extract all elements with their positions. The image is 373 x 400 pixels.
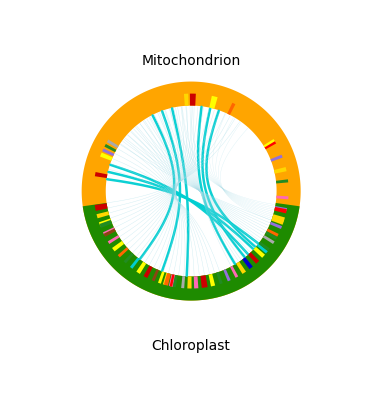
Polygon shape xyxy=(104,228,116,237)
Polygon shape xyxy=(95,203,107,211)
Polygon shape xyxy=(264,141,276,149)
Polygon shape xyxy=(164,273,171,286)
Polygon shape xyxy=(102,148,115,156)
Polygon shape xyxy=(265,231,277,240)
Polygon shape xyxy=(100,220,112,228)
Polygon shape xyxy=(104,144,116,152)
Polygon shape xyxy=(236,262,246,274)
Polygon shape xyxy=(95,172,107,178)
Polygon shape xyxy=(230,266,238,278)
Polygon shape xyxy=(194,276,198,288)
Polygon shape xyxy=(271,217,284,225)
Polygon shape xyxy=(270,222,282,229)
Polygon shape xyxy=(130,258,140,269)
Polygon shape xyxy=(276,179,288,184)
Polygon shape xyxy=(190,94,196,106)
Polygon shape xyxy=(184,94,189,106)
Polygon shape xyxy=(209,274,215,286)
Polygon shape xyxy=(253,247,265,258)
Polygon shape xyxy=(200,275,208,288)
Polygon shape xyxy=(173,275,178,287)
Polygon shape xyxy=(163,273,169,285)
Polygon shape xyxy=(107,140,119,148)
Polygon shape xyxy=(274,207,287,213)
Polygon shape xyxy=(274,167,286,174)
Polygon shape xyxy=(170,274,175,287)
Polygon shape xyxy=(263,235,275,244)
Polygon shape xyxy=(83,203,300,300)
Polygon shape xyxy=(123,252,134,263)
Polygon shape xyxy=(216,272,223,284)
Polygon shape xyxy=(103,227,115,235)
Polygon shape xyxy=(144,266,153,278)
Polygon shape xyxy=(276,196,288,199)
Polygon shape xyxy=(275,206,287,211)
Polygon shape xyxy=(100,152,113,161)
Polygon shape xyxy=(242,257,253,269)
Polygon shape xyxy=(223,269,231,281)
Polygon shape xyxy=(187,276,192,288)
Polygon shape xyxy=(112,241,124,251)
Polygon shape xyxy=(108,235,119,244)
Polygon shape xyxy=(181,276,185,288)
Polygon shape xyxy=(257,244,268,254)
Text: Mitochondrion: Mitochondrion xyxy=(141,54,241,68)
Polygon shape xyxy=(152,269,159,281)
Polygon shape xyxy=(82,82,301,300)
Polygon shape xyxy=(227,103,235,115)
Polygon shape xyxy=(267,229,279,237)
Polygon shape xyxy=(270,155,283,162)
Polygon shape xyxy=(118,247,129,257)
Polygon shape xyxy=(158,271,164,284)
Polygon shape xyxy=(263,139,276,149)
Polygon shape xyxy=(272,214,285,222)
Polygon shape xyxy=(258,241,270,251)
Polygon shape xyxy=(99,218,112,226)
Polygon shape xyxy=(169,274,175,287)
Polygon shape xyxy=(209,96,217,109)
Polygon shape xyxy=(97,211,109,218)
Text: Chloroplast: Chloroplast xyxy=(152,339,231,353)
Polygon shape xyxy=(136,262,146,274)
Polygon shape xyxy=(248,252,259,264)
